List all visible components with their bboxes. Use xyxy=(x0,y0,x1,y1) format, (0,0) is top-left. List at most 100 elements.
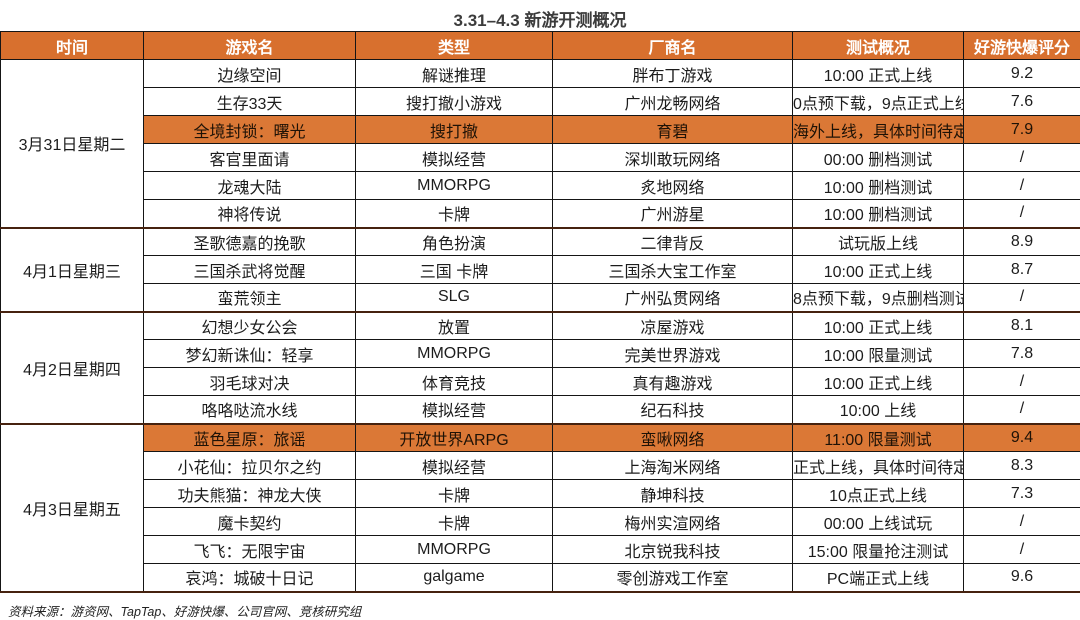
cell-score: / xyxy=(964,172,1080,200)
cell-company: 北京锐我科技 xyxy=(553,536,793,564)
cell-type: 模拟经营 xyxy=(356,144,553,172)
cell-type: 卡牌 xyxy=(356,200,553,228)
cell-test: 10:00 上线 xyxy=(793,396,964,424)
column-header-1: 游戏名 xyxy=(144,32,356,60)
cell-type: MMORPG xyxy=(356,340,553,368)
cell-score: 7.9 xyxy=(964,116,1080,144)
cell-company: 三国杀大宝工作室 xyxy=(553,256,793,284)
cell-type: MMORPG xyxy=(356,172,553,200)
column-header-2: 类型 xyxy=(356,32,553,60)
cell-game: 全境封锁：曙光 xyxy=(144,116,356,144)
cell-game: 三国杀武将觉醒 xyxy=(144,256,356,284)
date-cell: 3月31日星期二 xyxy=(1,60,144,228)
cell-game: 飞飞：无限宇宙 xyxy=(144,536,356,564)
page-title: 3.31–4.3 新游开测概况 xyxy=(0,0,1080,31)
column-header-3: 厂商名 xyxy=(553,32,793,60)
cell-game: 梦幻新诛仙：轻享 xyxy=(144,340,356,368)
cell-type: 卡牌 xyxy=(356,480,553,508)
cell-game: 功夫熊猫：神龙大侠 xyxy=(144,480,356,508)
cell-company: 梅州实渲网络 xyxy=(553,508,793,536)
cell-type: 模拟经营 xyxy=(356,396,553,424)
cell-game: 客官里面请 xyxy=(144,144,356,172)
cell-type: 角色扮演 xyxy=(356,228,553,256)
cell-test: 正式上线，具体时间待定 xyxy=(793,452,964,480)
table-header-row: 时间游戏名类型厂商名测试概况好游快爆评分 xyxy=(1,32,1080,60)
cell-game: 边缘空间 xyxy=(144,60,356,88)
cell-score: / xyxy=(964,508,1080,536)
cell-score: 9.6 xyxy=(964,564,1080,592)
cell-score: 8.7 xyxy=(964,256,1080,284)
cell-game: 生存33天 xyxy=(144,88,356,116)
cell-score: 9.4 xyxy=(964,424,1080,452)
cell-company: 育碧 xyxy=(553,116,793,144)
cell-company: 胖布丁游戏 xyxy=(553,60,793,88)
cell-type: SLG xyxy=(356,284,553,312)
cell-type: 三国 卡牌 xyxy=(356,256,553,284)
cell-type: 解谜推理 xyxy=(356,60,553,88)
column-header-5: 好游快爆评分 xyxy=(964,32,1080,60)
cell-company: 炙地网络 xyxy=(553,172,793,200)
cell-test: PC端正式上线 xyxy=(793,564,964,592)
cell-type: 卡牌 xyxy=(356,508,553,536)
cell-company: 广州弘贯网络 xyxy=(553,284,793,312)
cell-test: 00:00 上线试玩 xyxy=(793,508,964,536)
cell-company: 零创游戏工作室 xyxy=(553,564,793,592)
cell-test: 10:00 正式上线 xyxy=(793,312,964,340)
cell-type: 搜打撤 xyxy=(356,116,553,144)
cell-test: 10点正式上线 xyxy=(793,480,964,508)
cell-type: 搜打撤小游戏 xyxy=(356,88,553,116)
cell-test: 10:00 正式上线 xyxy=(793,256,964,284)
cell-game: 哀鸿：城破十日记 xyxy=(144,564,356,592)
cell-score: / xyxy=(964,284,1080,312)
cell-score: 8.9 xyxy=(964,228,1080,256)
cell-company: 凉屋游戏 xyxy=(553,312,793,340)
cell-type: 放置 xyxy=(356,312,553,340)
cell-test: 8点预下载，9点删档测试 xyxy=(793,284,964,312)
cell-score: 8.1 xyxy=(964,312,1080,340)
cell-game: 羽毛球对决 xyxy=(144,368,356,396)
cell-score: / xyxy=(964,536,1080,564)
cell-game: 咯咯哒流水线 xyxy=(144,396,356,424)
cell-type: MMORPG xyxy=(356,536,553,564)
cell-company: 完美世界游戏 xyxy=(553,340,793,368)
cell-type: 开放世界ARPG xyxy=(356,424,553,452)
date-cell: 4月3日星期五 xyxy=(1,424,144,592)
cell-score: / xyxy=(964,200,1080,228)
cell-game: 蛮荒领主 xyxy=(144,284,356,312)
cell-type: 体育竞技 xyxy=(356,368,553,396)
cell-company: 纪石科技 xyxy=(553,396,793,424)
cell-test: 15:00 限量抢注测试 xyxy=(793,536,964,564)
cell-game: 蓝色星原：旅谣 xyxy=(144,424,356,452)
cell-type: 模拟经营 xyxy=(356,452,553,480)
cell-test: 10:00 正式上线 xyxy=(793,60,964,88)
source-note: 资料来源：游资网、TapTap、好游快爆、公司官网、竞核研究组 xyxy=(0,593,1080,620)
cell-company: 广州游星 xyxy=(553,200,793,228)
cell-score: / xyxy=(964,368,1080,396)
cell-test: 10:00 限量测试 xyxy=(793,340,964,368)
cell-test: 10:00 删档测试 xyxy=(793,172,964,200)
cell-score: 8.3 xyxy=(964,452,1080,480)
cell-game: 神将传说 xyxy=(144,200,356,228)
cell-company: 真有趣游戏 xyxy=(553,368,793,396)
cell-score: 9.2 xyxy=(964,60,1080,88)
cell-type: galgame xyxy=(356,564,553,592)
cell-test: 10:00 删档测试 xyxy=(793,200,964,228)
cell-test: 11:00 限量测试 xyxy=(793,424,964,452)
game-test-schedule-table: 时间游戏名类型厂商名测试概况好游快爆评分 3月31日星期二边缘空间解谜推理胖布丁… xyxy=(0,31,1080,593)
cell-game: 圣歌德嘉的挽歌 xyxy=(144,228,356,256)
